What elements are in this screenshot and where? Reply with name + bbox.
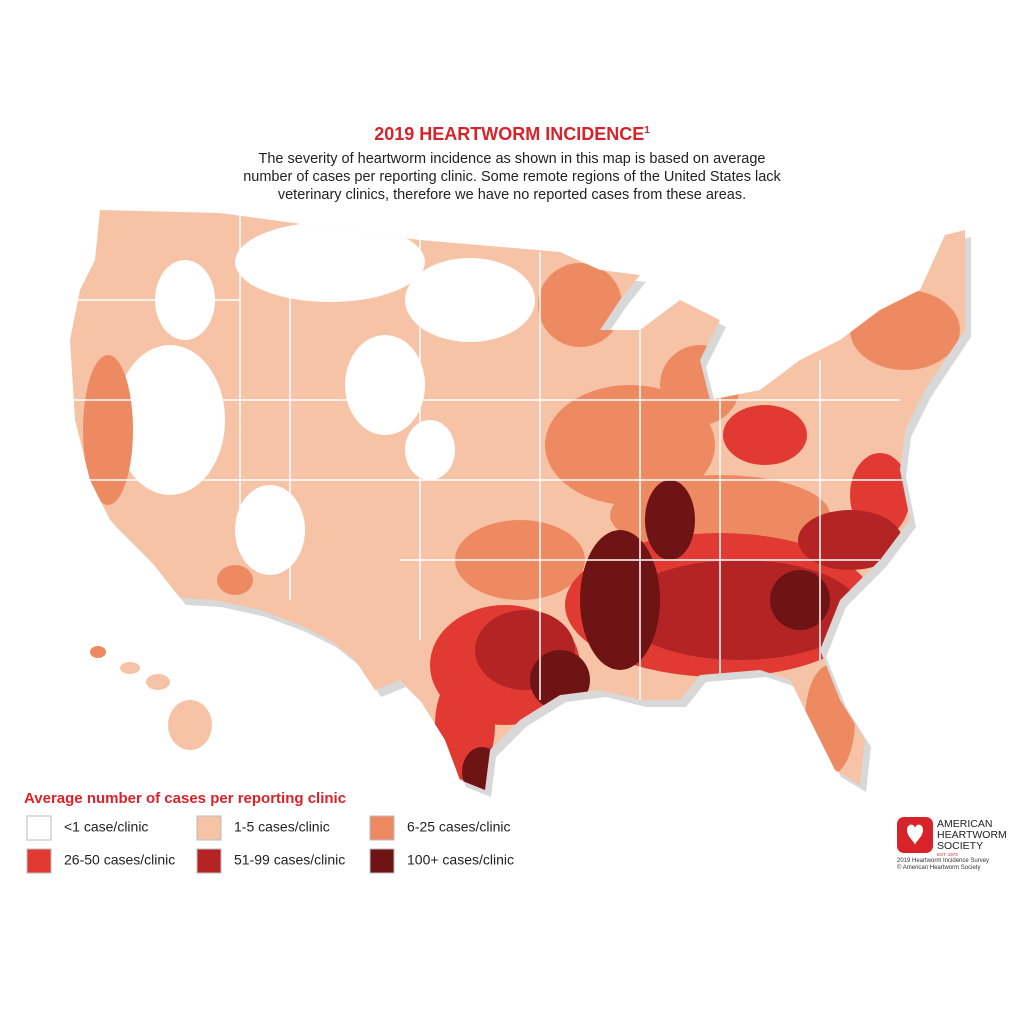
island [168, 700, 212, 750]
logo-text: HEARTWORM [937, 829, 1007, 841]
zone [545, 385, 715, 505]
zone [217, 565, 253, 595]
zone [115, 345, 225, 495]
zone [538, 263, 622, 347]
description-line: number of cases per reporting clinic. So… [243, 169, 781, 185]
zone [645, 480, 695, 560]
logo-heart [907, 824, 923, 845]
zone [798, 510, 902, 570]
zone [345, 335, 425, 435]
legend-label: 26-50 cases/clinic [64, 852, 175, 868]
legend-label: 51-99 cases/clinic [234, 852, 345, 868]
zone [405, 258, 535, 342]
zone [83, 355, 133, 505]
zone [770, 570, 830, 630]
legend-swatch [196, 848, 222, 874]
legend-swatch [196, 815, 222, 841]
island [90, 646, 106, 658]
credit: 2019 Heartworm Incidence Survey [897, 858, 989, 864]
border-line [70, 213, 960, 700]
zone [850, 290, 960, 370]
zone [723, 405, 807, 465]
logo: AMERICAN HEARTWORM SOCIETY EST. 1974 201… [897, 817, 1007, 871]
legend-swatch [369, 848, 395, 874]
legend-label: <1 case/clinic [64, 819, 148, 835]
logo-text: SOCIETY [937, 840, 983, 852]
state-borders [70, 213, 960, 700]
legend-title: Average number of cases per reporting cl… [24, 790, 346, 807]
us-map [70, 210, 971, 797]
zone [235, 222, 425, 302]
legend-swatch [26, 848, 52, 874]
description-line: veterinary clinics, therefore we have no… [278, 187, 746, 203]
description-line: The severity of heartworm incidence as s… [259, 151, 766, 167]
legend-swatch [369, 815, 395, 841]
legend-label: 1-5 cases/clinic [234, 819, 330, 835]
island [120, 662, 140, 674]
zone [580, 530, 660, 670]
legend: <1 case/clinic 1-5 cases/clinic 6-25 cases… [26, 815, 514, 874]
island [146, 674, 170, 690]
title-note: 1 [644, 125, 650, 136]
zone [405, 420, 455, 480]
legend-label: 100+ cases/clinic [407, 852, 514, 868]
credit: © American Heartworm Society [897, 864, 980, 871]
legend-label: 6-25 cases/clinic [407, 819, 511, 835]
logo-established: EST. 1974 [937, 852, 958, 857]
zone [805, 665, 855, 775]
hawaii [90, 646, 212, 750]
title-text: 2019 HEARTWORM INCIDENCE [374, 124, 644, 144]
title: 2019 HEARTWORM INCIDENCE1 [374, 124, 650, 144]
zone [235, 485, 305, 575]
logo-text: AMERICAN [937, 818, 992, 830]
legend-swatch [26, 815, 52, 841]
